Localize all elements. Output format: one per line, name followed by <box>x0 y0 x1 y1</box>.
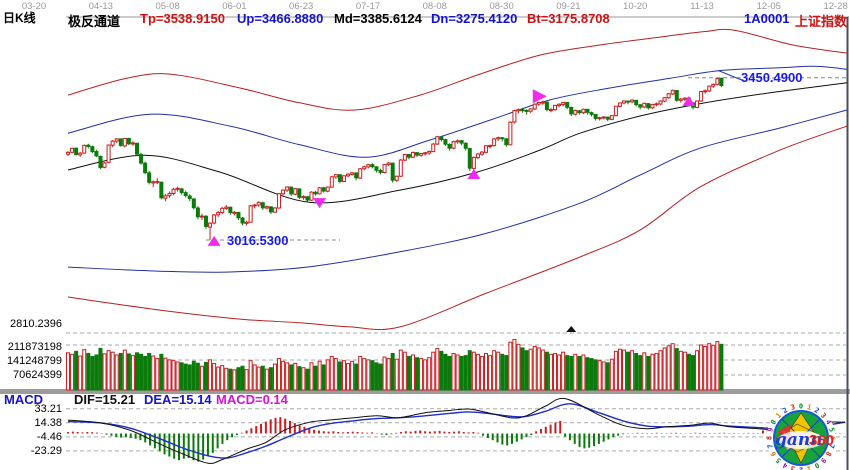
signal-markers-layer <box>207 89 696 246</box>
date-label: 11-13 <box>690 1 714 12</box>
date-label: 07-17 <box>355 1 381 12</box>
svg-text:5: 5 <box>827 427 836 433</box>
svg-text:0: 0 <box>813 461 821 470</box>
date-label: 03-20 <box>21 1 47 12</box>
svg-text:3: 3 <box>790 403 796 412</box>
svg-text:3: 3 <box>819 411 828 420</box>
svg-text:6: 6 <box>829 436 837 440</box>
date-axis: 03-20 04-13 05-08 06-01 06-23 07-17 08-08 08-30… <box>0 0 850 12</box>
svg-text:0: 0 <box>769 418 778 426</box>
candlestick-layer[interactable] <box>66 77 724 240</box>
svg-text:4: 4 <box>781 461 789 470</box>
date-label: 05-08 <box>155 1 180 12</box>
svg-text:2: 2 <box>813 406 821 415</box>
svg-text:9: 9 <box>819 456 828 465</box>
date-label: 06-01 <box>222 1 247 12</box>
grid-layer <box>66 16 849 470</box>
date-label: 04-13 <box>88 1 113 12</box>
volume-layer[interactable] <box>66 326 724 391</box>
date-label: 12-05 <box>756 1 781 12</box>
svg-text:6: 6 <box>769 450 778 458</box>
svg-text:3: 3 <box>790 464 796 470</box>
svg-text:1: 1 <box>774 411 783 420</box>
date-label: 12-28 <box>823 1 848 12</box>
svg-text:8: 8 <box>766 436 774 440</box>
svg-text:0: 0 <box>799 403 803 411</box>
logo-text-360: 360 <box>809 432 834 449</box>
date-label: 08-08 <box>422 1 447 12</box>
svg-text:1: 1 <box>806 464 812 470</box>
channel-lines-layer <box>67 28 848 331</box>
svg-text:8: 8 <box>824 450 833 458</box>
svg-text:2: 2 <box>781 406 789 415</box>
svg-text:1: 1 <box>806 403 812 412</box>
logo-text-band <box>778 431 824 449</box>
macd-layer[interactable] <box>67 397 846 464</box>
svg-text:2: 2 <box>799 466 803 470</box>
svg-text:7: 7 <box>766 443 775 449</box>
svg-text:4: 4 <box>824 418 833 426</box>
panel-separator <box>0 389 850 394</box>
date-label: 09-21 <box>556 1 581 12</box>
date-label: 10-20 <box>623 1 648 12</box>
svg-text:5: 5 <box>774 456 783 465</box>
date-label: 08-30 <box>489 1 514 12</box>
svg-text:9: 9 <box>766 427 775 433</box>
date-label: 06-23 <box>289 1 314 12</box>
logo-text-gann: gann <box>775 430 823 450</box>
svg-text:7: 7 <box>827 443 836 449</box>
